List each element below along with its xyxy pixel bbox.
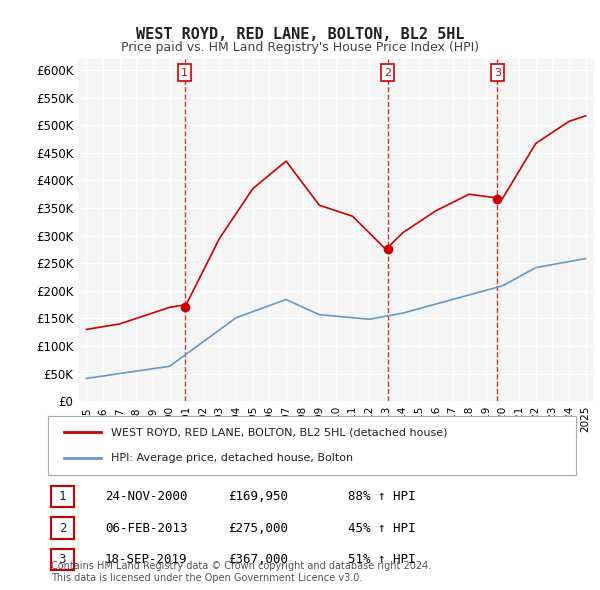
Text: 2: 2 [384,68,391,78]
Text: 51% ↑ HPI: 51% ↑ HPI [348,553,415,566]
Text: 45% ↑ HPI: 45% ↑ HPI [348,522,415,535]
Text: 24-NOV-2000: 24-NOV-2000 [105,490,187,503]
Text: WEST ROYD, RED LANE, BOLTON, BL2 5HL (detached house): WEST ROYD, RED LANE, BOLTON, BL2 5HL (de… [112,428,448,437]
Text: 88% ↑ HPI: 88% ↑ HPI [348,490,415,503]
Text: 1: 1 [181,68,188,78]
Text: £275,000: £275,000 [228,522,288,535]
Text: 1: 1 [59,490,66,503]
Text: 2: 2 [59,522,66,535]
Text: £367,000: £367,000 [228,553,288,566]
Text: 3: 3 [494,68,501,78]
Text: HPI: Average price, detached house, Bolton: HPI: Average price, detached house, Bolt… [112,454,353,463]
Text: WEST ROYD, RED LANE, BOLTON, BL2 5HL: WEST ROYD, RED LANE, BOLTON, BL2 5HL [136,27,464,41]
Text: Price paid vs. HM Land Registry's House Price Index (HPI): Price paid vs. HM Land Registry's House … [121,41,479,54]
Text: 06-FEB-2013: 06-FEB-2013 [105,522,187,535]
Text: 3: 3 [59,553,66,566]
Text: Contains HM Land Registry data © Crown copyright and database right 2024.
This d: Contains HM Land Registry data © Crown c… [51,561,431,583]
Text: 18-SEP-2019: 18-SEP-2019 [105,553,187,566]
Text: £169,950: £169,950 [228,490,288,503]
